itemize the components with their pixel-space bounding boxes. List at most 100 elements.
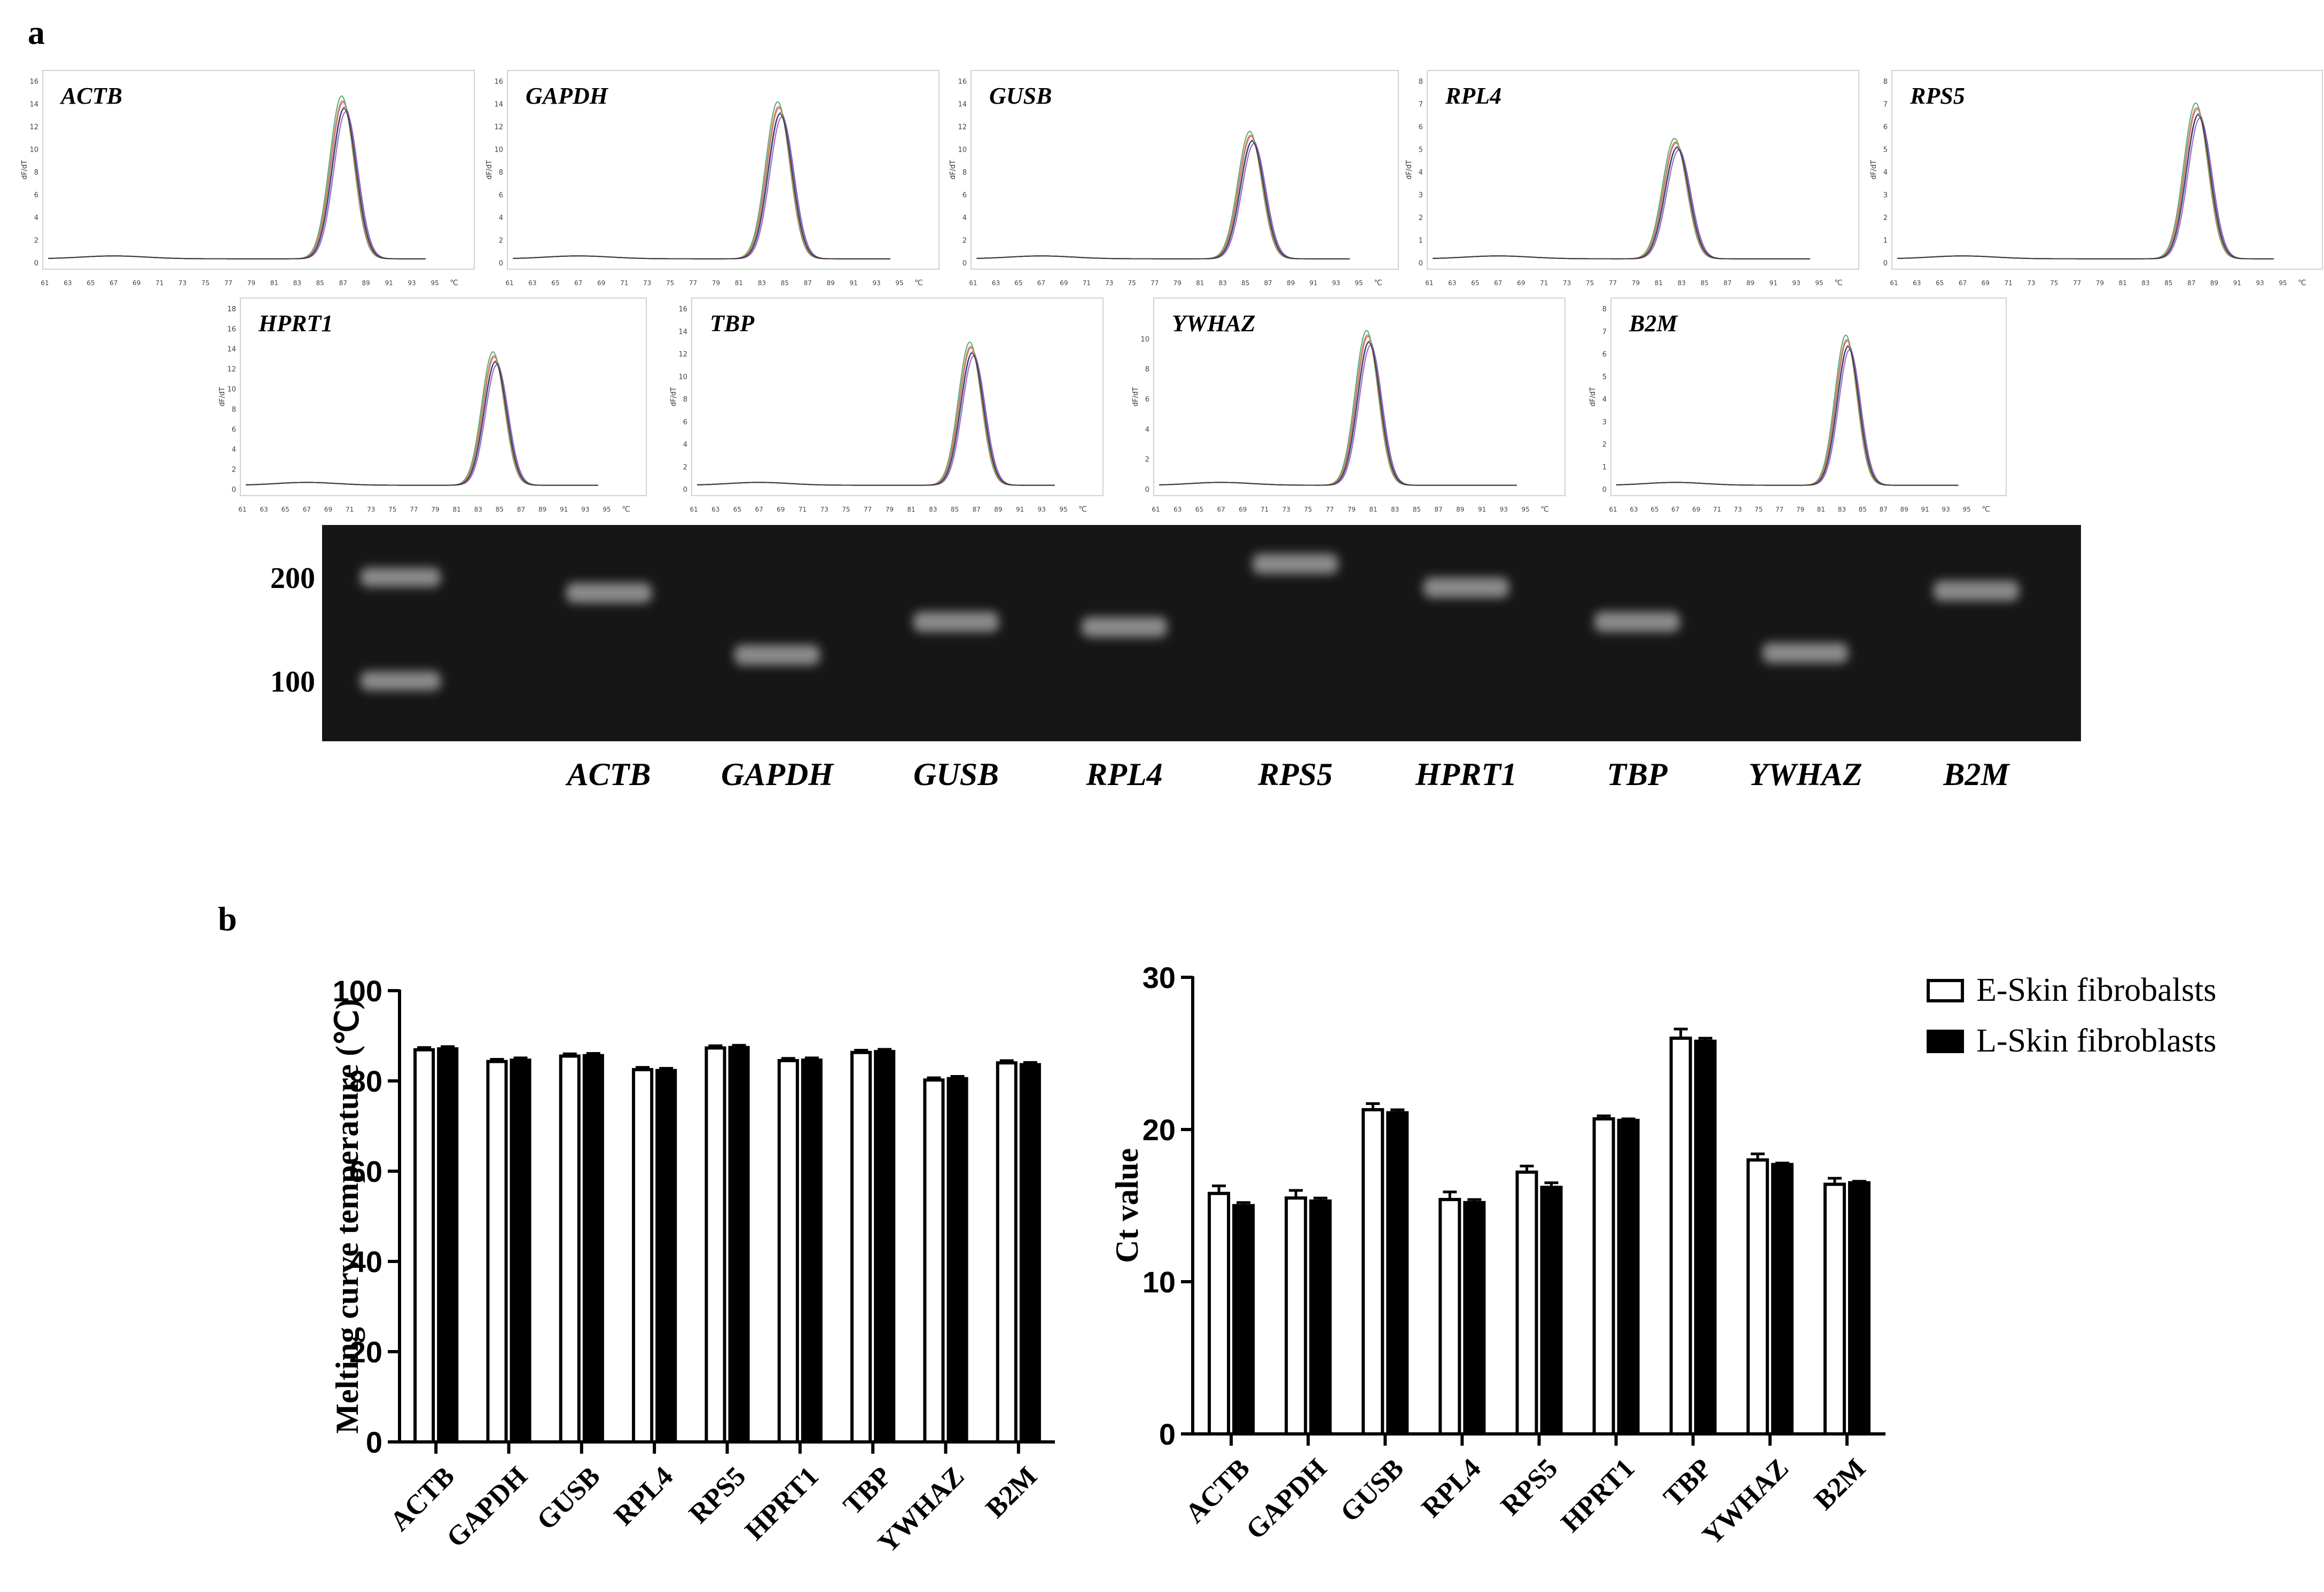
melt-ytick: 12 xyxy=(494,123,503,131)
bar-l-gapdh xyxy=(1309,1199,1332,1436)
melt-ytick: 5 xyxy=(1883,146,1888,154)
bar-l-hprt1 xyxy=(801,1058,823,1444)
gel-band-b2m xyxy=(1934,581,2019,601)
melt-ytick: 0 xyxy=(963,260,967,268)
melt-xtick: 65 xyxy=(1195,506,1203,513)
melt-xtick: 93 xyxy=(2256,279,2264,287)
melt-xtick: 91 xyxy=(1769,279,1777,287)
melt-panel-frame xyxy=(42,70,475,270)
melt-xtick: 91 xyxy=(385,279,393,287)
melt-xtick: 85 xyxy=(496,506,504,513)
melt-ytick: 8 xyxy=(232,406,236,414)
melt-xtick: 95 xyxy=(1059,506,1067,513)
x-tick-label: HPRT1 xyxy=(739,1461,825,1547)
melt-xtick: 65 xyxy=(1014,279,1022,287)
melt-xtick: 85 xyxy=(1701,279,1709,287)
melt-xunit: ℃ xyxy=(1982,505,1990,514)
melt-xtick: 63 xyxy=(1913,279,1921,287)
melt-curve xyxy=(1897,114,2274,260)
melt-xtick: 71 xyxy=(1713,506,1721,513)
melt-xtick: 85 xyxy=(1859,506,1867,513)
melt-ytick: 4 xyxy=(683,441,687,449)
melt-xtick: 83 xyxy=(758,279,766,287)
bar-l-tbp xyxy=(874,1050,896,1444)
melt-xtick: 67 xyxy=(1217,506,1225,513)
x-tick-label: TBP xyxy=(1658,1453,1718,1513)
melt-panel-title: GAPDH xyxy=(526,83,609,109)
bar-e-rps5 xyxy=(1515,1170,1538,1436)
melt-ytick: 4 xyxy=(1602,396,1607,404)
melt-xtick: 81 xyxy=(270,279,278,287)
melt-ytick: 3 xyxy=(1883,192,1888,200)
melt-xtick: 63 xyxy=(528,279,536,287)
gel-lane-label-tbp: TBP xyxy=(1607,757,1668,792)
x-tick-label: GAPDH xyxy=(441,1461,533,1554)
gel-band-hprt1 xyxy=(1423,577,1509,598)
melt-xtick: 89 xyxy=(827,279,835,287)
melt-xtick: 79 xyxy=(712,279,720,287)
y-tick-label: 20 xyxy=(349,1335,382,1369)
melt-panel-ywhaz: YWHAZ dF/dT 0 2 4 6 8 10 61 63 65 67 69 71 73 75 77 79 81 8… xyxy=(1132,297,1566,514)
melt-ytick: 8 xyxy=(683,396,687,404)
melt-panel-title: RPL4 xyxy=(1445,83,1501,109)
x-tick-label: RPL4 xyxy=(1416,1453,1486,1524)
x-tick-label: GAPDH xyxy=(1240,1453,1333,1546)
melt-xtick: 73 xyxy=(2027,279,2035,287)
melt-ytick: 6 xyxy=(499,192,503,200)
bar-l-rpl4 xyxy=(1463,1201,1486,1436)
melt-xtick: 81 xyxy=(453,506,461,513)
melt-xtick: 81 xyxy=(1817,506,1825,513)
melt-ytick: 0 xyxy=(499,260,503,268)
melt-xtick: 89 xyxy=(1900,506,1908,513)
melt-ytick: 0 xyxy=(1883,260,1888,268)
melt-ytick: 14 xyxy=(494,101,503,109)
bar-e-tbp xyxy=(1669,1037,1692,1436)
melt-xtick: 87 xyxy=(1435,506,1443,513)
melt-xtick: 87 xyxy=(2187,279,2195,287)
melt-ytick: 0 xyxy=(1419,260,1423,268)
melt-xtick: 89 xyxy=(1456,506,1464,513)
melt-ytick: 14 xyxy=(678,328,687,336)
melt-xtick: 61 xyxy=(969,279,977,287)
melt-ytick: 2 xyxy=(499,237,503,245)
melt-xtick: 81 xyxy=(1196,279,1204,287)
gel-lane-label-rpl4: RPL4 xyxy=(1085,757,1162,792)
melt-ytick: 12 xyxy=(29,123,38,131)
bar-e-hprt1 xyxy=(777,1058,799,1444)
melt-xtick: 85 xyxy=(951,506,959,513)
melt-ytick: 6 xyxy=(683,418,687,426)
x-tick-label: B2M xyxy=(980,1461,1043,1524)
melt-xtick: 73 xyxy=(178,279,186,287)
melt-xtick: 81 xyxy=(1655,279,1663,287)
melt-ytick: 2 xyxy=(34,237,38,245)
melt-xtick: 79 xyxy=(1173,279,1181,287)
melt-xtick: 63 xyxy=(992,279,1000,287)
melt-xtick: 89 xyxy=(2210,279,2218,287)
melt-ytick: 4 xyxy=(232,446,236,454)
melt-xtick: 87 xyxy=(517,506,525,513)
melt-xtick: 73 xyxy=(1105,279,1113,287)
melt-xtick: 71 xyxy=(620,279,628,287)
melt-xtick: 63 xyxy=(1173,506,1181,513)
melt-panel-frame xyxy=(1610,297,2007,496)
melt-xtick: 71 xyxy=(2004,279,2012,287)
melt-ytick: 1 xyxy=(1602,464,1607,472)
melt-ylabel: dF/dT xyxy=(1589,387,1597,406)
x-tick-label: TBP xyxy=(838,1461,897,1521)
melt-ytick: 14 xyxy=(958,101,967,109)
melt-ytick: 8 xyxy=(1145,366,1149,374)
melt-xtick: 83 xyxy=(1391,506,1399,513)
melt-ytick: 12 xyxy=(958,123,967,131)
melt-xtick: 79 xyxy=(1632,279,1640,287)
melt-curve xyxy=(1159,341,1517,486)
melt-panel-title: HPRT1 xyxy=(258,310,333,336)
melt-ytick: 7 xyxy=(1419,101,1423,109)
melt-panel-gapdh: GAPDH dF/dT 0 2 4 6 8 10 12 14 16 61 63 65 67 69 71 73 75 7… xyxy=(486,70,940,287)
ladder-label-100: 100 xyxy=(270,665,315,699)
melt-xtick: 69 xyxy=(324,506,332,513)
melt-xtick: 61 xyxy=(41,279,49,287)
melt-xtick: 69 xyxy=(777,506,785,513)
melt-ytick: 10 xyxy=(678,373,687,381)
melt-xtick: 87 xyxy=(1264,279,1272,287)
melt-ytick: 8 xyxy=(34,169,38,177)
